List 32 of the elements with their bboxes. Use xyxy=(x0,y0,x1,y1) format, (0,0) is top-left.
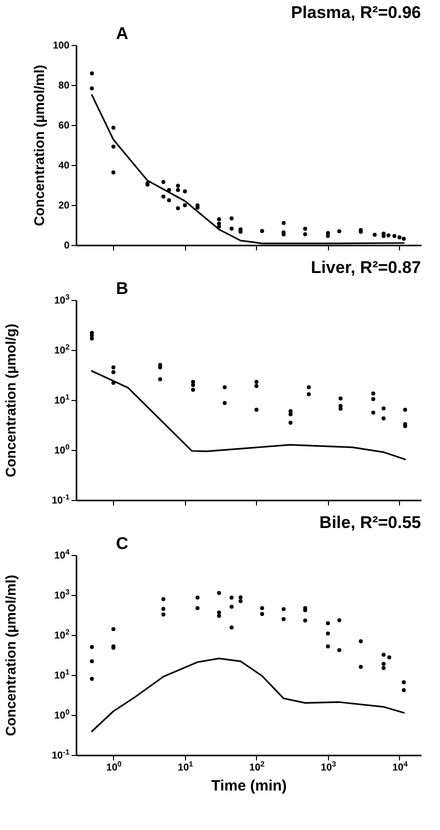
y-tick-label: 10$^{3}$ xyxy=(54,292,70,306)
y-tick-label: 10$^{2}$ xyxy=(54,627,70,642)
y-axis-title: Concentration (µmol/ml) xyxy=(2,574,19,736)
x-tick-label: 10$^{4}$ xyxy=(392,759,408,774)
y-tick-label: 10$^{0}$ xyxy=(54,707,70,722)
y-tick-label: 0 xyxy=(64,240,70,252)
y-tick-label: 10$^{0}$ xyxy=(54,442,70,456)
y-tick-label: 80 xyxy=(58,80,70,92)
y-tick-label: 100 xyxy=(52,40,70,52)
text: C xyxy=(116,534,128,553)
y-tick-label: 40 xyxy=(58,160,70,172)
y-tick-label: 60 xyxy=(58,120,70,132)
chart-title: Plasma, R²=0.96 xyxy=(291,3,421,22)
x-tick-label: 10$^{3}$ xyxy=(320,759,336,774)
x-tick-label: 10$^{0}$ xyxy=(106,759,122,774)
x-axis-title: Time (min) xyxy=(211,778,287,794)
y-tick-label: 10$^{2}$ xyxy=(54,342,70,356)
x-tick-label: 10$^{2}$ xyxy=(249,759,265,774)
y-tick-label: 10$^{1}$ xyxy=(54,667,70,682)
y-tick-label: 10$^{3}$ xyxy=(54,587,70,602)
y-tick-label: 10$^{4}$ xyxy=(54,547,70,562)
text: A xyxy=(116,24,128,43)
y-tick-label: 10$^{-1}$ xyxy=(52,492,70,506)
y-tick-label: 10$^{-1}$ xyxy=(52,747,70,762)
chart-title: Liver, R²=0.87 xyxy=(310,258,421,277)
y-tick-label: 20 xyxy=(58,200,70,212)
y-axis-title: Concentration (µmol/g) xyxy=(2,324,19,478)
y-tick-label: 10$^{1}$ xyxy=(54,392,70,406)
y-axis-title: Concentration (µmol/ml) xyxy=(30,64,47,226)
text: B xyxy=(116,279,128,298)
x-tick-label: 10$^{1}$ xyxy=(178,759,194,774)
chart-title: Bile, R²=0.55 xyxy=(319,513,421,532)
